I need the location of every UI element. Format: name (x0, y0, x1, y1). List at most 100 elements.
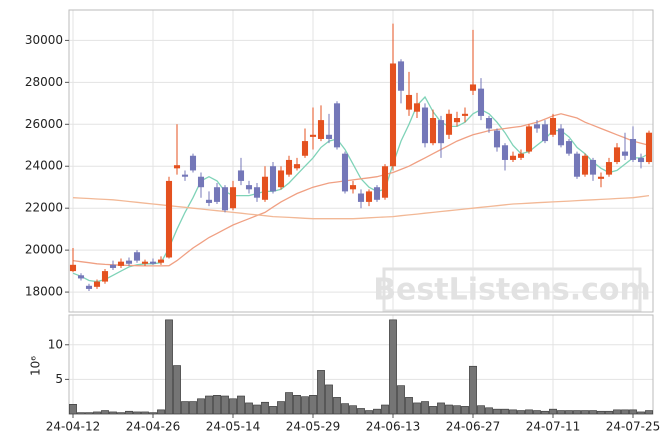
candle-body (277, 170, 285, 188)
volume-bar (349, 405, 357, 415)
watermark-group: BestListens.com (373, 267, 651, 313)
y-tick-label: 5 (55, 372, 63, 386)
volume-bar (469, 365, 477, 415)
volume-bar (309, 395, 317, 415)
volume-bar (189, 401, 197, 415)
x-tick-label: 24-05-14 (206, 420, 260, 434)
candle-body (221, 187, 229, 211)
x-tick-label: 24-06-27 (446, 420, 500, 434)
watermark-box (382, 267, 642, 313)
volume-bar (253, 404, 261, 415)
volume-bar (573, 410, 581, 415)
volume-bar (173, 365, 181, 415)
volume-bar (285, 392, 293, 415)
volume-bar (149, 412, 157, 415)
volume-bar (557, 410, 565, 415)
candle-body (117, 261, 125, 266)
candle-body (613, 147, 621, 163)
candle-body (397, 61, 405, 91)
candle-body (557, 128, 565, 146)
candle-body (365, 191, 373, 202)
volume-bar (525, 409, 533, 415)
volume-bar (389, 319, 397, 415)
candle-body (437, 120, 445, 144)
volume-bar (493, 408, 501, 415)
candle-body (237, 170, 245, 181)
candle-body (429, 118, 437, 144)
volume-bar (461, 406, 469, 415)
volume-bar (405, 397, 413, 415)
volume-bar (301, 396, 309, 415)
candle-body (85, 285, 93, 289)
volume-bar (181, 401, 189, 415)
volume-bar (109, 411, 117, 415)
candle-body (581, 155, 589, 175)
candle-body (165, 180, 173, 258)
candle-body (525, 126, 533, 152)
candle-body (197, 176, 205, 188)
volume-bar (333, 397, 341, 415)
candle-body (357, 193, 365, 202)
volume-bar (93, 411, 101, 415)
volume-bar (589, 410, 597, 415)
volume-bar (269, 406, 277, 415)
candle-body (69, 264, 77, 272)
volume-bar (77, 412, 85, 415)
volume-bar (637, 411, 645, 415)
candle-body (637, 157, 645, 163)
candle-body (621, 151, 629, 156)
candle-body (325, 134, 333, 139)
volume-bar (413, 402, 421, 415)
candle-body (309, 134, 317, 137)
volume-bar (141, 411, 149, 415)
volume-bar (213, 395, 221, 415)
candle-body (293, 164, 301, 169)
volume-bar (437, 402, 445, 415)
candle-body (125, 260, 133, 264)
volume-bar (373, 408, 381, 415)
y-tick-label: 20000 (25, 243, 63, 257)
volume-bar (277, 401, 285, 415)
candle-body (413, 103, 421, 112)
volume-bar (157, 409, 165, 415)
volume-bar (501, 408, 509, 415)
candle-body (533, 124, 541, 129)
candle-body (589, 159, 597, 175)
candle-body (213, 187, 221, 202)
volume-bar (597, 410, 605, 415)
volume-bar (85, 412, 93, 415)
volume-bar (357, 408, 365, 415)
volume-bar (565, 410, 573, 415)
volume-bar (397, 385, 405, 415)
candle-body (549, 118, 557, 135)
volume-bar (517, 410, 525, 415)
y-tick-label: 28000 (25, 75, 63, 89)
candle-body (389, 63, 397, 167)
volume-bar (205, 395, 213, 415)
volume-bar (581, 410, 589, 415)
volume-bar (453, 405, 461, 415)
volume-bar (245, 402, 253, 415)
x-tick-label: 24-07-25 (606, 420, 660, 434)
candle-body (181, 174, 189, 177)
volume-bar (629, 409, 637, 415)
candle-body (597, 176, 605, 179)
x-tick-label: 24-04-12 (46, 420, 100, 434)
candle-body (461, 113, 469, 116)
candle-body (149, 261, 157, 264)
x-tick-label: 24-06-13 (366, 420, 420, 434)
volume-bar (533, 410, 541, 415)
volume-bar (477, 405, 485, 415)
x-tick-label: 24-04-26 (126, 420, 180, 434)
candle-body (485, 118, 493, 129)
x-tick-label: 24-05-29 (286, 420, 340, 434)
candle-body (645, 132, 653, 163)
volume-bar (101, 410, 109, 415)
candle-body (133, 252, 141, 261)
candle-body (269, 166, 277, 192)
candle-body (189, 155, 197, 171)
candle-body (157, 259, 165, 263)
candle-body (565, 141, 573, 154)
volume-bar (605, 410, 613, 415)
candle-body (253, 187, 261, 198)
